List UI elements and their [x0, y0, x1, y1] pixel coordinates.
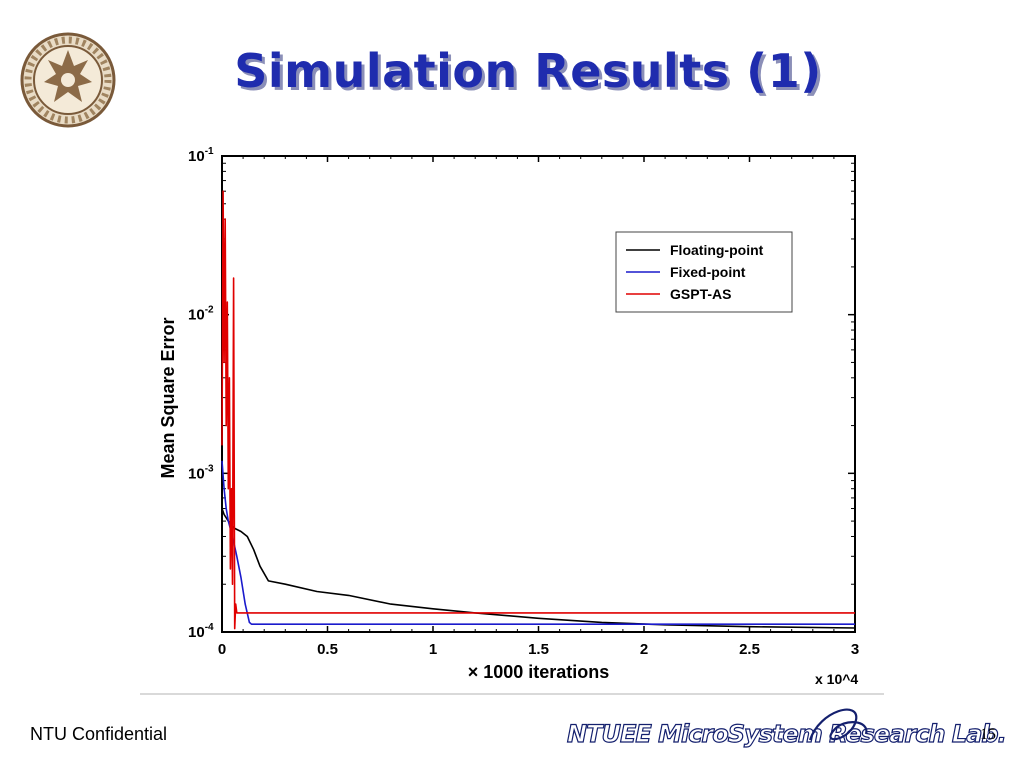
lab-logo-swirl-icon: [808, 708, 868, 741]
y-axis-label: Mean Square Error: [158, 317, 178, 478]
legend-label-1: Fixed-point: [670, 264, 746, 280]
series-line-floating-point: [221, 508, 856, 629]
x-tick-label-1: 0.5: [317, 641, 338, 658]
y-tick-label-2: 10-3: [188, 463, 214, 482]
x-tick-label-5: 2.5: [739, 641, 760, 658]
university-seal-icon: [20, 32, 116, 128]
x-tick-label-6: 3: [851, 641, 859, 658]
x-tick-label-3: 1.5: [528, 641, 549, 658]
x-tick-label-4: 2: [640, 641, 648, 658]
series-line-gspt-as: [221, 190, 855, 630]
series-line-fixed-point: [221, 460, 855, 626]
legend-label-2: GSPT-AS: [670, 286, 731, 302]
x-axis-multiplier: x 10^4: [815, 671, 858, 687]
page-number: 15: [980, 726, 996, 743]
plot-frame: [221, 155, 856, 633]
x-tick-label-2: 1: [429, 641, 437, 658]
y-tick-label-1: 10-2: [188, 305, 214, 324]
slide-title: Simulation Results (1): [234, 44, 822, 98]
lab-name: NTUEE MicroSystem Research Lab.: [566, 719, 1007, 748]
y-tick-label-3: 10-4: [188, 622, 214, 641]
chart-svg: 0 0.5 1 1.5 2 2.5 3 10-1 10-2 10-3 10-4 Mean Square…: [158, 146, 859, 687]
footer-divider: [140, 693, 884, 695]
legend-label-0: Floating-point: [670, 242, 764, 258]
mse-chart: 0 0.5 1 1.5 2 2.5 3 10-1 10-2 10-3 10-4 Mean Square…: [140, 140, 900, 700]
footer-confidential: NTU Confidential: [30, 724, 168, 744]
x-axis-label: × 1000 iterations: [468, 662, 610, 682]
x-tick-label-0: 0: [218, 641, 226, 658]
y-tick-label-0: 10-1: [188, 146, 214, 165]
